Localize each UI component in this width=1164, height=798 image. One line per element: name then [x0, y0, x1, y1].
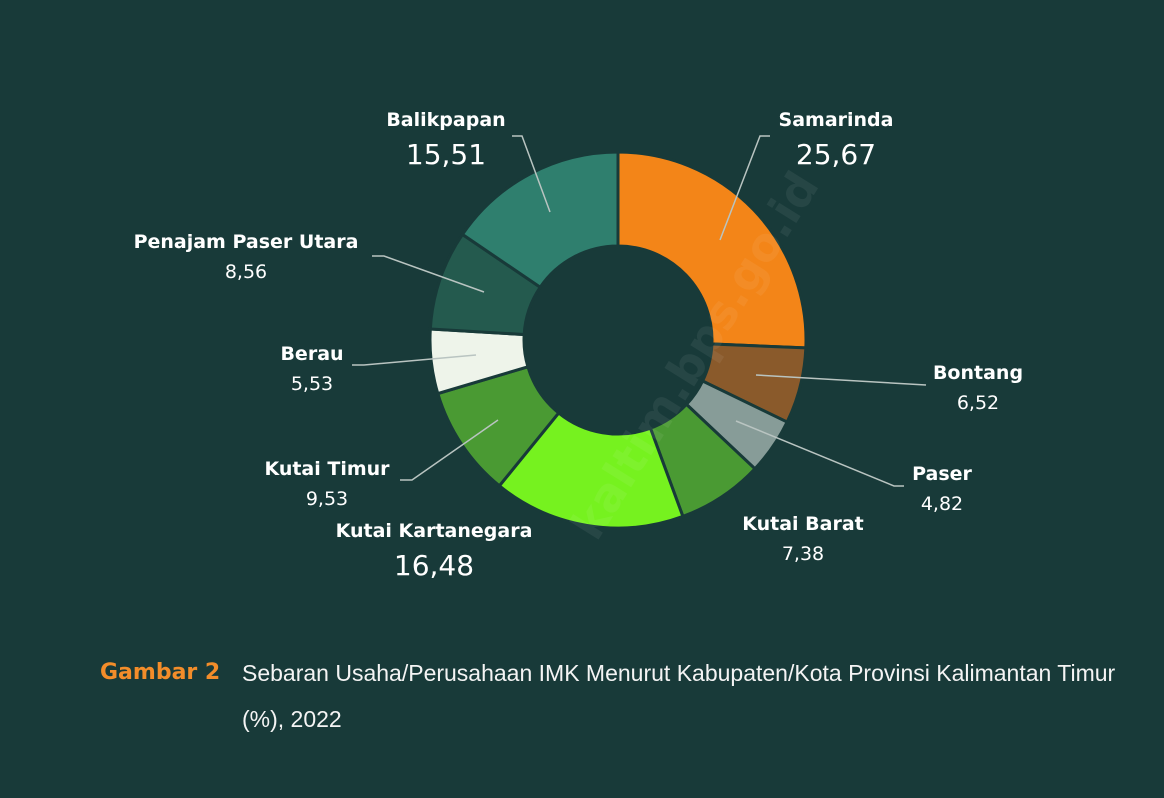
- slice-kutai-kartanegara: [497, 410, 685, 530]
- leader-line: [719, 135, 770, 241]
- value-label: 4,82: [921, 493, 963, 515]
- category-label: Balikpapan: [386, 109, 505, 131]
- value-label: 6,52: [957, 392, 999, 414]
- value-label: 16,48: [394, 549, 474, 582]
- category-label: Samarinda: [779, 109, 894, 131]
- leader-line: [755, 374, 927, 386]
- category-label: Berau: [280, 343, 343, 365]
- caption-label: Gambar 2: [100, 660, 221, 685]
- category-label: Kutai Kartanegara: [336, 520, 533, 542]
- slice-balikpapan: [460, 150, 620, 290]
- caption-text: Sebaran Usaha/Perusahaan IMK Menurut Kab…: [242, 660, 1116, 732]
- value-label: 9,53: [306, 488, 348, 510]
- slice-samarinda: [616, 150, 808, 350]
- value-label: 5,53: [291, 373, 333, 395]
- category-label: Kutai Barat: [742, 513, 864, 535]
- category-label: Kutai Timur: [264, 458, 390, 480]
- value-label: 7,38: [782, 543, 824, 565]
- category-label: Paser: [912, 463, 972, 485]
- leader-line: [512, 135, 551, 213]
- leader-line: [735, 420, 904, 487]
- category-label: Penajam Paser Utara: [134, 231, 359, 253]
- value-label: 15,51: [406, 138, 486, 171]
- figure-caption: Gambar 2 Sebaran Usaha/Perusahaan IMK Me…: [100, 650, 1140, 742]
- leader-line: [372, 255, 485, 293]
- leader-line: [400, 419, 499, 481]
- value-label: 8,56: [225, 261, 267, 283]
- leader-line: [352, 354, 477, 366]
- donut-chart: Samarinda 25,67 Bontang 6,52 Paser 4,82 Kutai …: [134, 109, 1023, 582]
- value-label: 25,67: [796, 138, 876, 171]
- category-label: Bontang: [933, 362, 1023, 384]
